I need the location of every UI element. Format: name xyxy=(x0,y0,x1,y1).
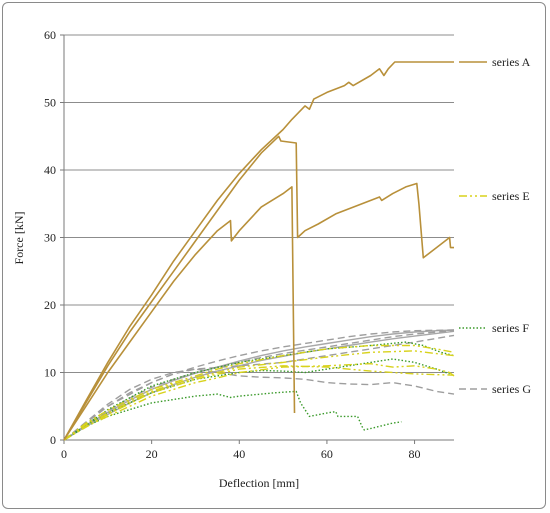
series-lines xyxy=(63,61,455,441)
series-line-0-1 xyxy=(63,135,454,441)
series-line-1-0 xyxy=(63,363,455,441)
y-tick-label: 20 xyxy=(44,298,56,312)
series-line-3-1 xyxy=(63,329,455,441)
series-line-1-1 xyxy=(63,350,455,441)
series-line-0-0 xyxy=(63,186,296,441)
series-line-3-0 xyxy=(63,330,455,441)
legend-label-0: series A xyxy=(492,55,531,69)
series-line-1-2 xyxy=(63,344,455,441)
series-line-3-3 xyxy=(63,334,455,441)
y-tick-label: 60 xyxy=(44,28,56,42)
gridlines xyxy=(64,34,454,373)
series-group-0 xyxy=(63,61,454,441)
x-tick-label: 80 xyxy=(409,447,421,461)
series-line-2-0 xyxy=(63,390,402,441)
legend-label-2: series F xyxy=(492,321,529,335)
series-line-0-2 xyxy=(63,61,454,441)
y-tick-label: 30 xyxy=(44,231,56,245)
y-tick-label: 10 xyxy=(44,366,56,380)
y-axis-title: Force [kN] xyxy=(12,212,26,265)
series-group-1 xyxy=(63,344,455,441)
y-tick-label: 0 xyxy=(50,433,56,447)
x-tick-label: 20 xyxy=(146,447,158,461)
tick-labels: 0 10 20 30 40 50 60 0 20 40 60 80 xyxy=(44,28,421,461)
series-line-3-2 xyxy=(63,368,455,441)
series-group-4 xyxy=(63,329,455,441)
x-axis-title: Deflection [mm] xyxy=(219,476,299,490)
series-line-2-1 xyxy=(63,358,450,441)
x-tick-label: 60 xyxy=(321,447,333,461)
x-tick-label: 40 xyxy=(233,447,245,461)
series-line-1-3 xyxy=(63,365,455,441)
x-tick-label: 0 xyxy=(61,447,67,461)
series-group-3 xyxy=(63,329,455,441)
legend: series A series E series F series G xyxy=(459,55,531,396)
legend-label-1: series E xyxy=(492,189,530,203)
series-line-4-1 xyxy=(63,330,455,441)
legend-label-3: series G xyxy=(492,382,531,396)
y-tick-label: 40 xyxy=(44,163,56,177)
chart-frame xyxy=(2,2,546,509)
series-line-4-0 xyxy=(63,329,455,441)
y-tick-label: 50 xyxy=(44,96,56,110)
